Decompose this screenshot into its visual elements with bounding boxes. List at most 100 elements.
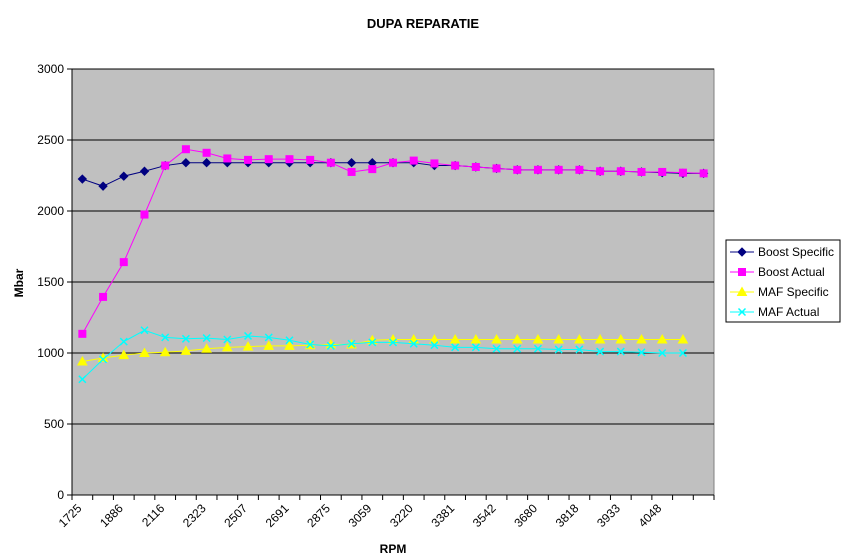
data-point: [409, 339, 418, 348]
x-tick-label: 3933: [594, 501, 623, 530]
x-tick-label: 3220: [387, 501, 416, 530]
x-tick-label: 2507: [221, 501, 250, 530]
data-point: [119, 258, 128, 267]
data-point: [181, 145, 190, 154]
data-point: [430, 341, 439, 350]
data-point: [678, 168, 687, 177]
data-point: [429, 333, 440, 344]
data-point: [119, 171, 129, 181]
data-point: [637, 348, 646, 357]
series-maf-actual: [78, 326, 687, 384]
data-point: [159, 346, 171, 357]
data-point: [533, 344, 542, 353]
data-point: [616, 167, 625, 176]
data-point: [140, 326, 149, 335]
series-boost-actual: [78, 145, 708, 338]
data-point: [471, 343, 480, 352]
data-point: [139, 166, 150, 176]
x-tick-label: 3381: [428, 501, 457, 530]
data-point: [118, 349, 130, 360]
data-point: [99, 355, 108, 364]
y-tick-label: 3000: [37, 62, 64, 76]
data-point: [76, 356, 88, 366]
data-point: [244, 331, 253, 340]
legend-label: MAF Specific: [758, 285, 829, 299]
data-point: [737, 247, 747, 257]
y-axis-title: Mbar: [12, 268, 26, 297]
x-tick-label: 3818: [553, 501, 582, 530]
data-point: [223, 154, 232, 163]
data-point: [181, 158, 191, 168]
data-point: [306, 340, 315, 349]
data-point: [221, 341, 233, 352]
series-group: [76, 145, 709, 384]
data-point: [140, 210, 149, 219]
x-axis-title: RPM: [380, 542, 407, 556]
data-point: [637, 167, 646, 176]
data-point: [511, 333, 523, 344]
data-point: [201, 343, 212, 353]
legend-item: MAF Specific: [730, 285, 829, 299]
y-tick-label: 1000: [37, 346, 64, 360]
data-point: [388, 338, 398, 347]
data-point: [492, 164, 501, 173]
data-point: [389, 158, 397, 167]
data-point: [368, 338, 377, 347]
data-point: [656, 333, 668, 344]
data-point: [181, 334, 190, 343]
series-line: [82, 329, 683, 380]
data-point: [470, 333, 482, 344]
data-point: [326, 158, 335, 167]
data-point: [430, 159, 439, 168]
data-point: [513, 344, 522, 353]
data-point: [575, 165, 584, 174]
data-point: [553, 333, 565, 344]
data-point: [596, 347, 605, 356]
y-tick-label: 1500: [37, 275, 64, 289]
data-point: [532, 333, 544, 344]
legend-label: MAF Actual: [758, 305, 819, 319]
data-point: [285, 336, 294, 345]
series-line: [82, 339, 683, 363]
x-tick-label: 2875: [304, 501, 333, 530]
y-tick-label: 0: [57, 488, 64, 502]
y-tick-label: 500: [44, 417, 64, 431]
data-point: [244, 155, 253, 164]
data-point: [119, 337, 128, 346]
data-point: [616, 347, 625, 356]
data-point: [284, 340, 295, 350]
y-tick-label: 2500: [37, 133, 64, 147]
data-point: [554, 165, 563, 174]
data-point: [554, 345, 563, 354]
data-point: [223, 335, 232, 344]
data-point: [347, 167, 356, 176]
data-point: [202, 148, 211, 157]
data-point: [636, 333, 647, 344]
data-point: [677, 333, 689, 344]
plot-area: [71, 68, 715, 496]
data-point: [98, 181, 108, 191]
x-tick-label: 2691: [263, 501, 292, 530]
legend-item: Boost Specific: [730, 245, 834, 259]
legend-label: Boost Specific: [758, 245, 834, 259]
data-point: [492, 344, 501, 353]
x-tick-label: 2116: [139, 501, 167, 529]
x-tick-label: 3542: [470, 501, 499, 530]
legend-item: Boost Actual: [730, 265, 825, 279]
data-point: [451, 161, 460, 170]
data-point: [513, 165, 522, 174]
data-point: [451, 343, 460, 352]
data-point: [615, 333, 627, 344]
data-point: [77, 174, 88, 184]
data-point: [161, 161, 170, 170]
x-tick-label: 3059: [346, 501, 375, 530]
x-tick-label: 1725: [56, 501, 85, 530]
data-point: [180, 345, 192, 355]
x-tick-label: 2323: [180, 501, 209, 530]
data-point: [596, 167, 605, 176]
data-point: [409, 156, 418, 165]
legend-item: MAF Actual: [730, 305, 819, 319]
data-point: [201, 158, 212, 168]
